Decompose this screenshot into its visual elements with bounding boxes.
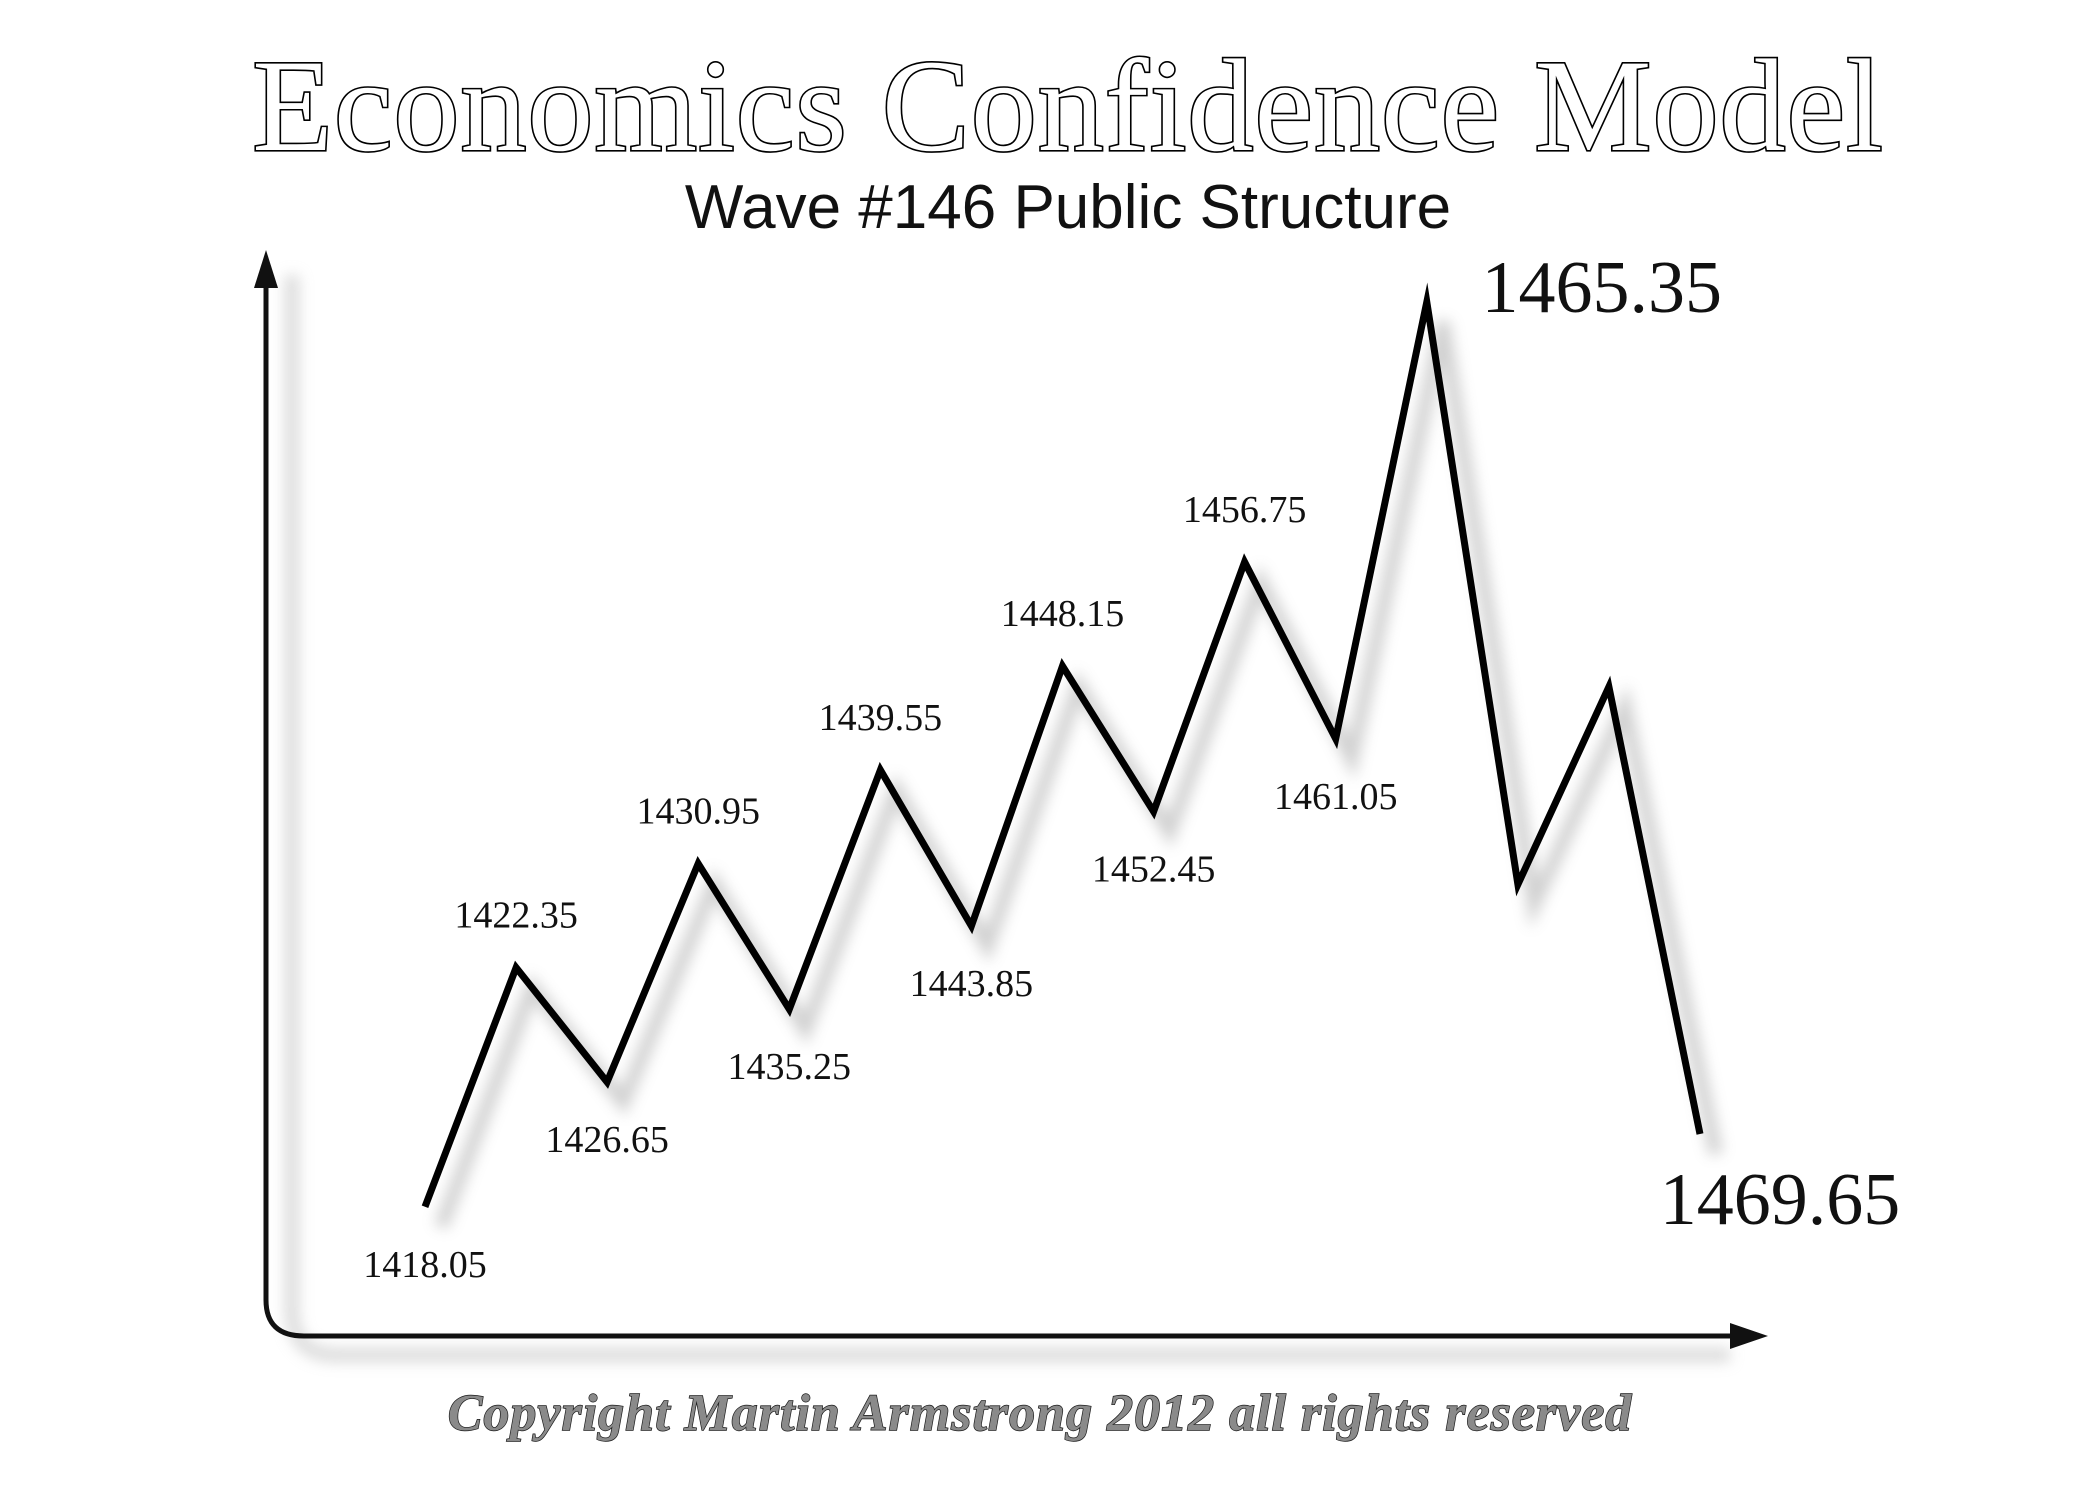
point-label: 1435.25 [728,1046,852,1088]
point-label: 1426.65 [545,1119,669,1161]
point-label: 1448.15 [1001,593,1125,635]
point-label: 1439.55 [819,697,943,739]
series-line-shadow [434,320,1723,1230]
copyright-text: Copyright Martin Armstrong 2012 all righ… [448,1385,1633,1442]
point-label: 1430.95 [636,791,760,833]
series-line [421,282,1704,1209]
series-layer [421,282,1704,1209]
point-label: 1456.75 [1183,489,1307,531]
y-axis-arrowhead [254,250,278,288]
series-shadow-layer [434,320,1723,1230]
chart-title: Economics Confidence Model [252,32,1884,179]
chart-subtitle: Wave #146 Public Structure [685,173,1451,242]
point-labels: 1418.05 1422.35 1426.65 1430.95 1435.25 1439.… [363,247,1900,1286]
point-label: 1418.05 [363,1244,487,1286]
x-axis [263,1299,1735,1339]
point-label: 1465.35 [1482,247,1723,329]
axis-shadow [285,275,1730,1362]
point-label: 1443.85 [910,963,1034,1005]
x-axis-arrowhead [1730,1323,1768,1349]
axes [254,250,1768,1362]
point-label: 1452.45 [1092,849,1216,891]
point-label: 1422.35 [454,895,578,937]
point-label: 1469.65 [1660,1159,1901,1241]
point-label: 1461.05 [1274,776,1398,818]
